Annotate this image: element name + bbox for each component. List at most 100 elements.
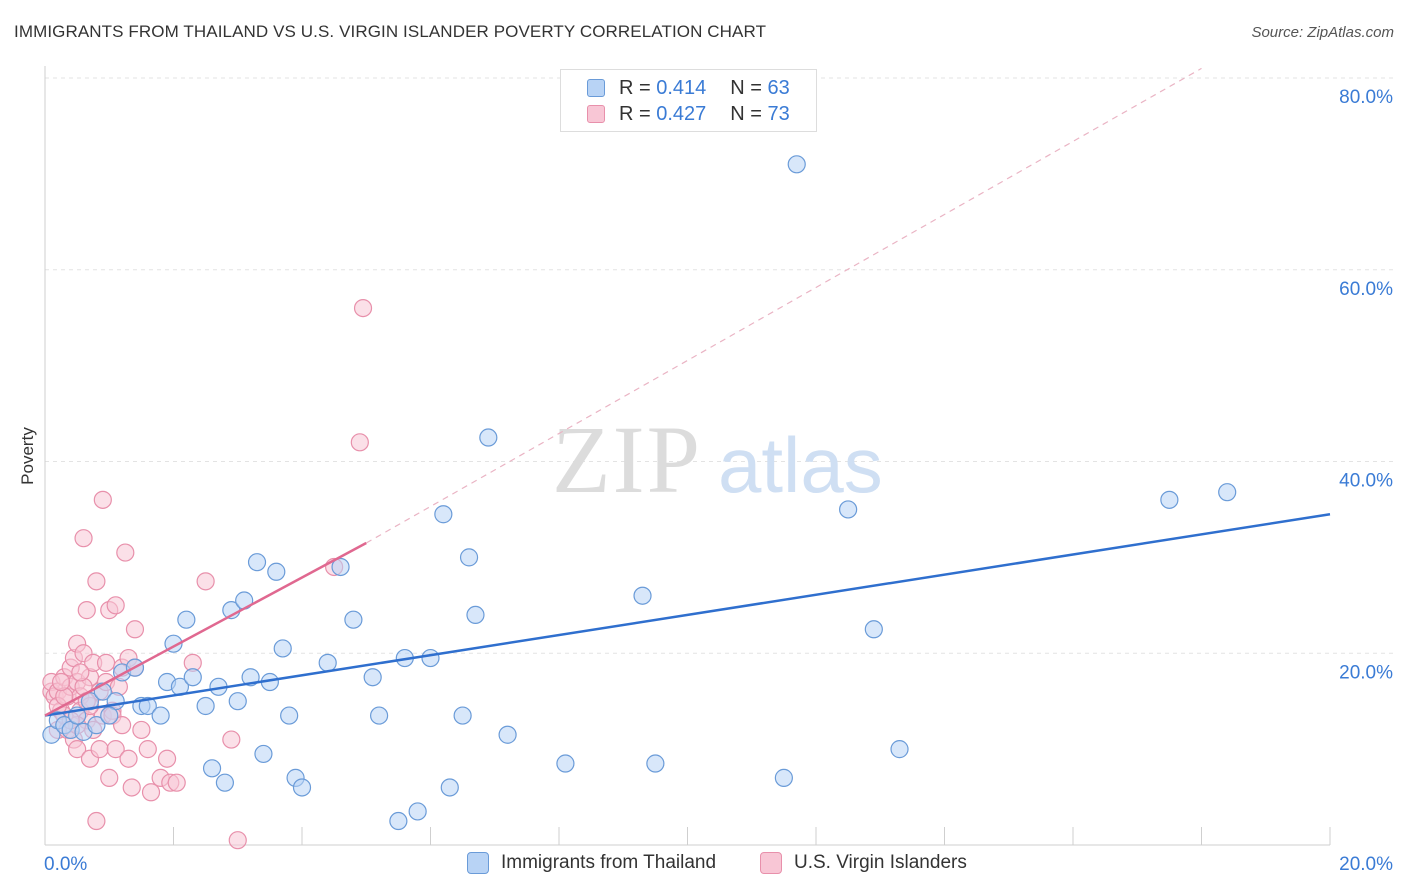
legend-n-value-pink: 73 — [767, 102, 790, 125]
data-point-pink — [90, 740, 109, 759]
watermark: ZIP atlas — [552, 406, 883, 513]
legend-n-label: N = — [730, 76, 762, 99]
data-point-blue — [363, 668, 382, 687]
data-point-pink — [132, 720, 151, 740]
legend-r-value-blue: 0.414 — [656, 76, 707, 99]
data-point-blue — [280, 706, 299, 725]
tick-labels: 20.0% 40.0% 60.0% 80.0% 0.0% 20.0% — [44, 87, 1393, 875]
data-point-blue — [370, 706, 389, 725]
gridlines — [45, 77, 1395, 654]
data-point-pink — [51, 672, 71, 692]
data-point-pink — [125, 620, 145, 639]
data-point-blue — [421, 648, 440, 668]
data-point-pink — [68, 740, 87, 759]
bottom-legend-label-pink: U.S. Virgin Islanders — [794, 852, 967, 873]
legend: R = 0.414 N = 63 R = 0.427 N = 73 — [560, 69, 817, 132]
legend-n-label: N = — [730, 102, 762, 125]
data-point-pink — [87, 572, 106, 591]
x-tick-label: 0.0% — [44, 854, 87, 875]
data-point-blue — [440, 778, 459, 797]
data-point-pink — [77, 601, 96, 620]
data-point-blue — [138, 696, 157, 716]
legend-swatch-pink — [587, 105, 605, 123]
data-point-blue — [479, 428, 498, 447]
data-point-blue — [228, 692, 247, 711]
y-tick-label: 20.0% — [1339, 662, 1393, 683]
y-tick-label: 80.0% — [1339, 87, 1393, 108]
data-point-pink — [119, 749, 138, 768]
data-point-blue — [196, 696, 215, 716]
data-point-pink — [93, 490, 112, 509]
data-point-pink — [106, 740, 125, 759]
data-point-blue — [318, 653, 337, 672]
y-axis-label: Poverty — [18, 427, 37, 485]
data-point-blue — [254, 744, 273, 764]
data-point-blue — [331, 557, 350, 577]
trend-lines — [44, 67, 1331, 717]
data-point-blue — [787, 155, 806, 174]
watermark-zip: ZIP — [552, 406, 702, 513]
x-tick-label: 20.0% — [1339, 854, 1393, 875]
data-point-blue — [459, 548, 479, 567]
data-point-blue — [344, 610, 363, 629]
data-point-blue — [434, 505, 453, 524]
data-point-blue — [389, 811, 408, 831]
bottom-legend-blue: Immigrants from Thailand — [467, 852, 716, 874]
data-point-pink — [167, 773, 186, 792]
data-point-pink — [106, 596, 125, 615]
data-point-blue — [556, 754, 575, 773]
data-point-blue — [839, 500, 858, 519]
legend-r-label: R = — [619, 102, 651, 125]
data-point-blue — [774, 768, 793, 787]
data-point-blue — [453, 706, 472, 725]
data-point-blue — [215, 773, 234, 792]
legend-r-label: R = — [619, 76, 651, 99]
bottom-legend-swatch-blue — [467, 852, 489, 874]
data-point-blue — [292, 778, 312, 797]
data-point-blue — [408, 802, 427, 821]
data-point-pink — [157, 749, 177, 768]
data-point-blue — [247, 553, 267, 572]
data-point-pink — [228, 831, 247, 850]
watermark-atlas: atlas — [718, 421, 883, 509]
data-point-pink — [112, 716, 132, 735]
data-point-pink — [122, 778, 141, 797]
data-point-pink — [87, 811, 106, 831]
data-point-blue — [177, 610, 196, 629]
data-point-blue — [498, 725, 517, 744]
data-point-blue — [646, 754, 665, 773]
data-point-blue — [633, 586, 652, 605]
data-point-blue — [100, 706, 119, 725]
data-point-pink — [222, 730, 241, 749]
legend-row-pink: R = 0.427 N = 73 — [587, 102, 790, 126]
data-point-blue — [466, 605, 485, 625]
data-point-pink — [96, 653, 116, 672]
data-point-pink — [100, 768, 119, 787]
data-point-pink — [353, 299, 373, 318]
data-point-blue — [267, 562, 286, 581]
data-point-blue — [890, 740, 909, 759]
legend-n-value-blue: 63 — [767, 76, 790, 99]
data-point-blue — [1218, 483, 1237, 502]
data-point-pink — [196, 572, 215, 591]
data-point-pink — [116, 543, 135, 562]
data-point-blue — [183, 668, 202, 687]
y-tick-label: 40.0% — [1339, 471, 1393, 492]
data-point-pink — [350, 433, 369, 452]
trend-line-blue — [44, 512, 1331, 717]
data-point-pink — [71, 663, 90, 682]
legend-swatch-blue — [587, 79, 605, 97]
data-point-blue — [273, 639, 292, 658]
data-point-pink — [141, 783, 161, 802]
legend-row-blue: R = 0.414 N = 63 — [587, 76, 790, 100]
chart-title: IMMIGRANTS FROM THAILAND VS U.S. VIRGIN … — [14, 22, 767, 41]
source-credit: Source: ZipAtlas.com — [1251, 24, 1394, 41]
data-point-blue — [1160, 490, 1179, 509]
data-point-pink — [138, 740, 157, 759]
y-tick-label: 60.0% — [1339, 279, 1393, 300]
axes — [44, 66, 1331, 846]
bottom-legend-label-blue: Immigrants from Thailand — [501, 852, 717, 873]
data-point-pink — [74, 529, 93, 548]
data-point-blue — [151, 706, 170, 725]
